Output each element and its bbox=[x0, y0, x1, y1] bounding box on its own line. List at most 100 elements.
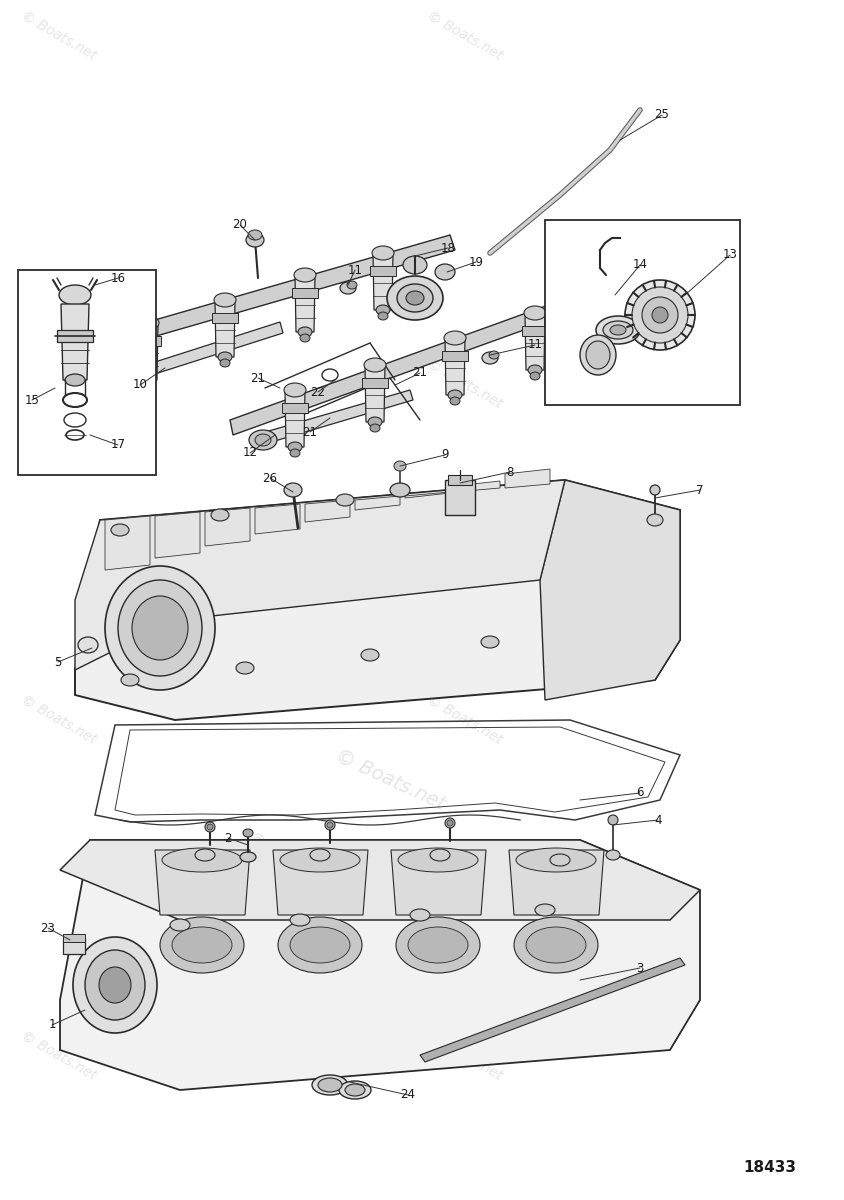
Ellipse shape bbox=[289, 926, 349, 962]
Ellipse shape bbox=[99, 967, 131, 1003]
Polygon shape bbox=[138, 323, 158, 380]
Bar bbox=[447, 475, 472, 485]
Text: 16: 16 bbox=[111, 271, 126, 284]
Ellipse shape bbox=[370, 424, 380, 432]
Ellipse shape bbox=[172, 926, 232, 962]
Ellipse shape bbox=[310, 850, 330, 862]
Text: © Boats.net: © Boats.net bbox=[19, 692, 100, 748]
Ellipse shape bbox=[137, 316, 159, 330]
Ellipse shape bbox=[170, 919, 190, 931]
Ellipse shape bbox=[377, 312, 387, 320]
Polygon shape bbox=[214, 300, 235, 358]
Ellipse shape bbox=[214, 293, 235, 307]
Ellipse shape bbox=[368, 416, 381, 427]
Polygon shape bbox=[372, 253, 392, 310]
Ellipse shape bbox=[450, 397, 459, 404]
Ellipse shape bbox=[336, 494, 354, 506]
Polygon shape bbox=[295, 275, 315, 332]
Ellipse shape bbox=[360, 649, 379, 661]
Text: 21: 21 bbox=[250, 372, 265, 384]
Ellipse shape bbox=[489, 350, 499, 359]
Ellipse shape bbox=[390, 482, 409, 497]
Polygon shape bbox=[508, 850, 603, 914]
Ellipse shape bbox=[344, 1084, 365, 1096]
Polygon shape bbox=[61, 304, 89, 380]
Ellipse shape bbox=[278, 917, 361, 973]
Ellipse shape bbox=[528, 365, 541, 374]
Polygon shape bbox=[60, 840, 699, 1090]
Ellipse shape bbox=[443, 331, 465, 346]
Ellipse shape bbox=[78, 637, 98, 653]
Text: 24: 24 bbox=[400, 1088, 415, 1102]
Ellipse shape bbox=[585, 341, 609, 370]
Ellipse shape bbox=[631, 287, 687, 343]
Ellipse shape bbox=[396, 917, 479, 973]
Text: 25: 25 bbox=[654, 108, 668, 121]
Polygon shape bbox=[404, 492, 450, 498]
Text: 12: 12 bbox=[242, 446, 257, 460]
Ellipse shape bbox=[339, 282, 355, 294]
Ellipse shape bbox=[160, 917, 244, 973]
Text: 7: 7 bbox=[695, 484, 703, 497]
Ellipse shape bbox=[294, 268, 316, 282]
Bar bbox=[441, 350, 468, 361]
Text: © Boats.net: © Boats.net bbox=[19, 8, 100, 64]
Ellipse shape bbox=[207, 824, 213, 830]
Ellipse shape bbox=[364, 358, 386, 372]
Bar bbox=[445, 480, 474, 515]
Ellipse shape bbox=[347, 281, 356, 289]
Ellipse shape bbox=[118, 580, 202, 676]
Text: 18: 18 bbox=[440, 241, 455, 254]
Ellipse shape bbox=[218, 352, 232, 362]
Ellipse shape bbox=[205, 822, 214, 832]
Ellipse shape bbox=[430, 850, 450, 862]
Text: © Boats.net: © Boats.net bbox=[424, 8, 505, 64]
Ellipse shape bbox=[246, 233, 263, 247]
Text: 9: 9 bbox=[441, 449, 448, 462]
Polygon shape bbox=[75, 480, 679, 720]
Polygon shape bbox=[365, 365, 385, 422]
Ellipse shape bbox=[338, 1081, 371, 1099]
Text: © Boats.net: © Boats.net bbox=[243, 829, 348, 899]
Polygon shape bbox=[419, 958, 684, 1062]
Polygon shape bbox=[60, 840, 699, 920]
Text: 13: 13 bbox=[722, 248, 737, 262]
Ellipse shape bbox=[376, 305, 390, 314]
Bar bbox=[57, 330, 93, 342]
Ellipse shape bbox=[409, 910, 430, 922]
Polygon shape bbox=[75, 480, 565, 670]
Bar bbox=[292, 288, 317, 298]
Ellipse shape bbox=[403, 256, 426, 274]
Polygon shape bbox=[354, 496, 399, 510]
Text: 10: 10 bbox=[133, 378, 147, 391]
Ellipse shape bbox=[249, 430, 277, 450]
Text: © Boats.net: © Boats.net bbox=[332, 746, 447, 814]
Text: 11: 11 bbox=[347, 264, 362, 276]
Ellipse shape bbox=[311, 1075, 348, 1094]
Ellipse shape bbox=[289, 449, 300, 457]
Bar bbox=[63, 934, 85, 942]
Ellipse shape bbox=[408, 926, 468, 962]
Ellipse shape bbox=[398, 848, 478, 872]
Ellipse shape bbox=[195, 850, 214, 862]
Text: © Boats.net: © Boats.net bbox=[243, 529, 348, 599]
Bar bbox=[370, 266, 396, 276]
Ellipse shape bbox=[288, 442, 301, 452]
Ellipse shape bbox=[516, 848, 595, 872]
Ellipse shape bbox=[529, 372, 539, 380]
Polygon shape bbox=[205, 508, 250, 546]
Ellipse shape bbox=[162, 848, 241, 872]
Ellipse shape bbox=[513, 917, 598, 973]
Text: 17: 17 bbox=[111, 438, 126, 451]
Text: © Boats.net: © Boats.net bbox=[19, 356, 100, 412]
Text: 22: 22 bbox=[310, 385, 325, 398]
Polygon shape bbox=[524, 313, 544, 370]
Ellipse shape bbox=[73, 937, 157, 1033]
Ellipse shape bbox=[298, 326, 311, 337]
Ellipse shape bbox=[243, 829, 252, 838]
Ellipse shape bbox=[247, 230, 262, 240]
Polygon shape bbox=[154, 512, 200, 558]
Bar bbox=[135, 336, 161, 346]
Ellipse shape bbox=[121, 674, 138, 686]
Bar bbox=[63, 938, 85, 954]
